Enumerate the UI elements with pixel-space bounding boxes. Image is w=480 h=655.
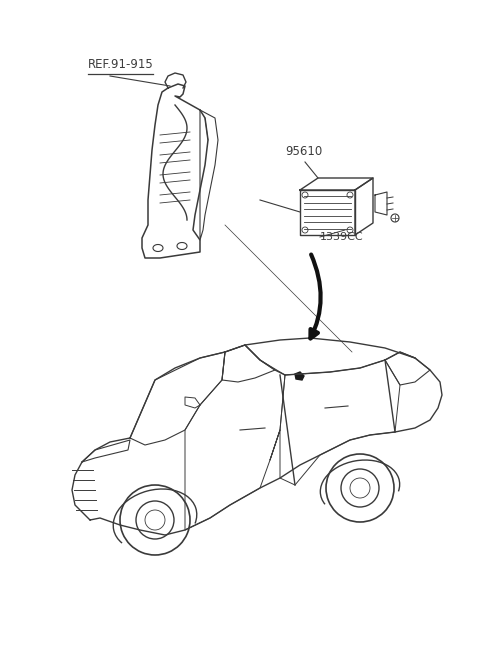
Text: REF.91-915: REF.91-915 xyxy=(88,58,154,71)
FancyArrowPatch shape xyxy=(311,255,321,339)
Polygon shape xyxy=(295,372,304,380)
Text: 1339CC: 1339CC xyxy=(320,232,364,242)
Text: 95610: 95610 xyxy=(285,145,322,158)
